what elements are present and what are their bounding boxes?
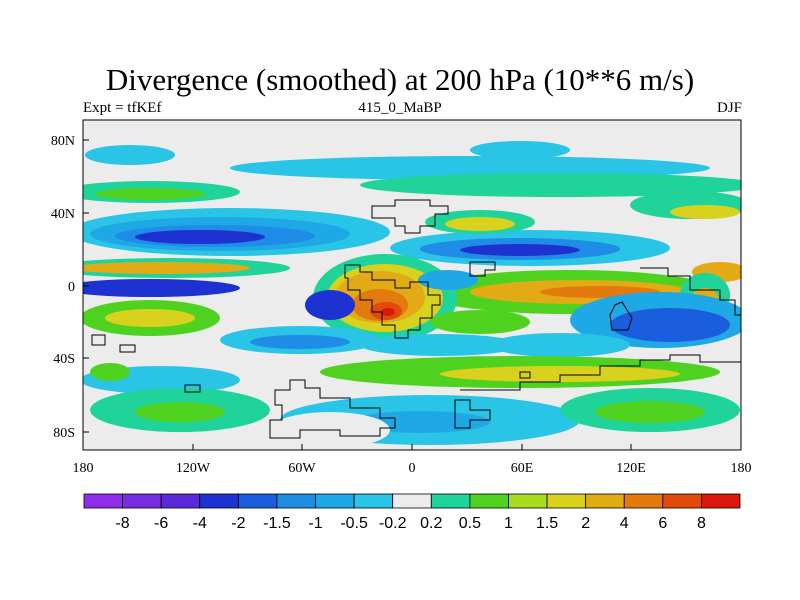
colorbar-label: -2 bbox=[231, 515, 245, 532]
colorbar-label: 2 bbox=[581, 515, 590, 532]
axis-ticks bbox=[82, 139, 742, 450]
colorbar-label: 1 bbox=[504, 515, 513, 532]
colorbar-swatch bbox=[585, 493, 625, 509]
colorbar-swatch bbox=[315, 493, 355, 509]
lat-label-0: 0 bbox=[68, 280, 75, 295]
lon-label-180w: 180 bbox=[73, 461, 94, 476]
colorbar-label: -6 bbox=[154, 515, 168, 532]
colorbar-label: -1.5 bbox=[263, 515, 291, 532]
lon-label-180e: 180 bbox=[731, 461, 752, 476]
colorbar-label: 4 bbox=[620, 515, 629, 532]
colorbar-label: 0.5 bbox=[459, 515, 481, 532]
colorbar-label: 1.5 bbox=[536, 515, 558, 532]
lat-label-40s: 40S bbox=[53, 352, 75, 367]
colorbar-label: 8 bbox=[697, 515, 706, 532]
colorbar-swatch bbox=[546, 493, 587, 509]
colorbar-swatch bbox=[276, 493, 316, 509]
lon-label-120e: 120E bbox=[616, 461, 646, 476]
colorbar-swatch bbox=[237, 493, 278, 509]
colorbar-label: -0.5 bbox=[340, 515, 368, 532]
colorbar-swatch bbox=[160, 493, 201, 509]
colorbar-label: -4 bbox=[193, 515, 207, 532]
lat-label-40n: 40N bbox=[51, 207, 75, 222]
colorbar-swatch bbox=[392, 493, 432, 509]
colorbar-swatch bbox=[122, 493, 162, 509]
colorbar-swatch bbox=[353, 493, 394, 509]
experiment-label: Expt = tfKEf bbox=[83, 100, 162, 116]
lon-label-60w: 60W bbox=[288, 461, 316, 476]
lon-label-60e: 60E bbox=[511, 461, 534, 476]
colorbar-label: -8 bbox=[115, 515, 129, 532]
lat-label-80s: 80S bbox=[53, 426, 75, 441]
colorbar-swatch bbox=[430, 493, 471, 509]
case-label: 415_0_MaBP bbox=[358, 100, 442, 116]
lon-label-120w: 120W bbox=[176, 461, 211, 476]
season-label: DJF bbox=[716, 100, 742, 116]
coastlines bbox=[91, 199, 741, 439]
lat-label-80n: 80N bbox=[51, 134, 75, 149]
colorbar-label: 0.2 bbox=[420, 515, 442, 532]
colorbar-label: -0.2 bbox=[379, 515, 407, 532]
colorbar-swatch bbox=[469, 493, 509, 509]
colorbar-swatch bbox=[701, 493, 741, 509]
colorbar-swatch bbox=[623, 493, 664, 509]
colorbar-swatch bbox=[199, 493, 239, 509]
plot-title: Divergence (smoothed) at 200 hPa (10**6 … bbox=[105, 62, 695, 97]
colorbar-swatch bbox=[83, 493, 123, 509]
lon-label-0: 0 bbox=[409, 461, 416, 476]
colorbar-label: 6 bbox=[658, 515, 667, 532]
colorbar-swatch bbox=[662, 493, 702, 509]
divergence-field bbox=[83, 120, 741, 450]
colorbar-swatch bbox=[508, 493, 548, 509]
colorbar-label: -1 bbox=[308, 515, 322, 532]
colorbar: -8 -6 -4 -2 -1.5 -1 -0.5 -0.2 0.2 0.5 1 1.5 2 4 6 8 bbox=[83, 493, 741, 532]
